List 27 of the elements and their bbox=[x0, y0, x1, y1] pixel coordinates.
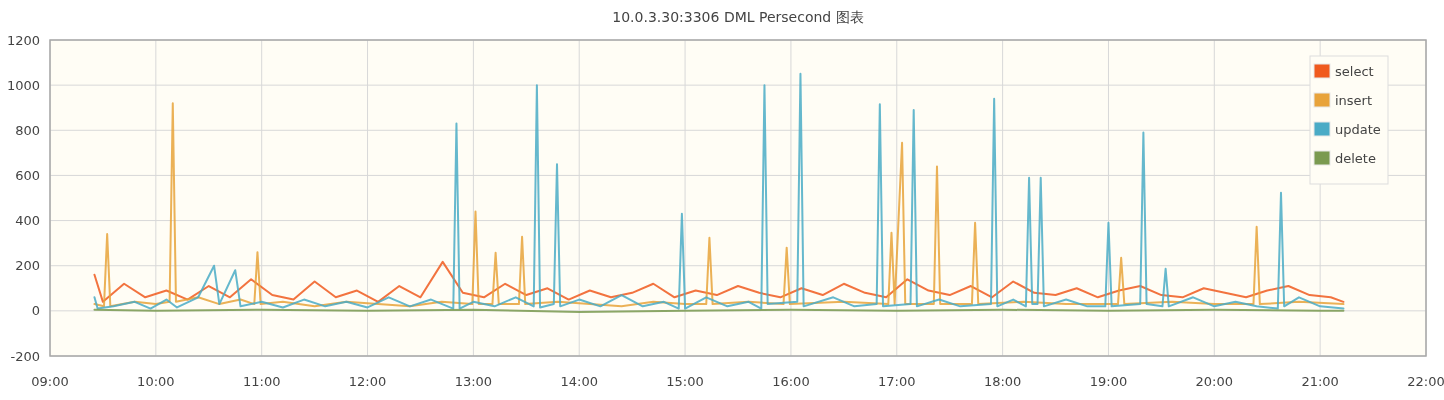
x-tick-label: 17:00 bbox=[878, 374, 916, 389]
x-tick-label: 11:00 bbox=[242, 374, 281, 389]
legend-label: update bbox=[1335, 122, 1381, 137]
chart-title: 10.0.3.30:3306 DML Persecond 图表 bbox=[612, 9, 864, 25]
x-tick-label: 21:00 bbox=[1301, 374, 1339, 389]
y-tick-label: 800 bbox=[15, 122, 40, 138]
x-tick-label: 22:00 bbox=[1407, 374, 1444, 389]
x-tick-label: 19:00 bbox=[1089, 374, 1128, 389]
y-tick-label: -200 bbox=[10, 348, 40, 364]
legend-label: select bbox=[1335, 64, 1374, 79]
y-tick-label: 0 bbox=[31, 303, 40, 319]
y-tick-label: 1000 bbox=[6, 77, 40, 93]
x-tick-label: 14:00 bbox=[560, 374, 598, 389]
x-tick-label: 18:00 bbox=[983, 374, 1022, 389]
y-tick-label: 400 bbox=[15, 213, 40, 229]
x-tick-label: 15:00 bbox=[666, 374, 704, 389]
legend-label: delete bbox=[1335, 151, 1376, 166]
x-tick-label: 12:00 bbox=[348, 374, 387, 389]
x-tick-label: 09:00 bbox=[31, 374, 69, 389]
y-tick-label: 1200 bbox=[6, 32, 40, 48]
y-tick-label: 600 bbox=[15, 167, 40, 183]
x-tick-label: 20:00 bbox=[1195, 374, 1234, 389]
x-tick-label: 10:00 bbox=[137, 374, 175, 389]
x-tick-label: 16:00 bbox=[772, 374, 810, 389]
x-tick-label: 13:00 bbox=[454, 374, 493, 389]
legend-label: insert bbox=[1335, 93, 1373, 108]
y-tick-label: 200 bbox=[15, 258, 40, 274]
